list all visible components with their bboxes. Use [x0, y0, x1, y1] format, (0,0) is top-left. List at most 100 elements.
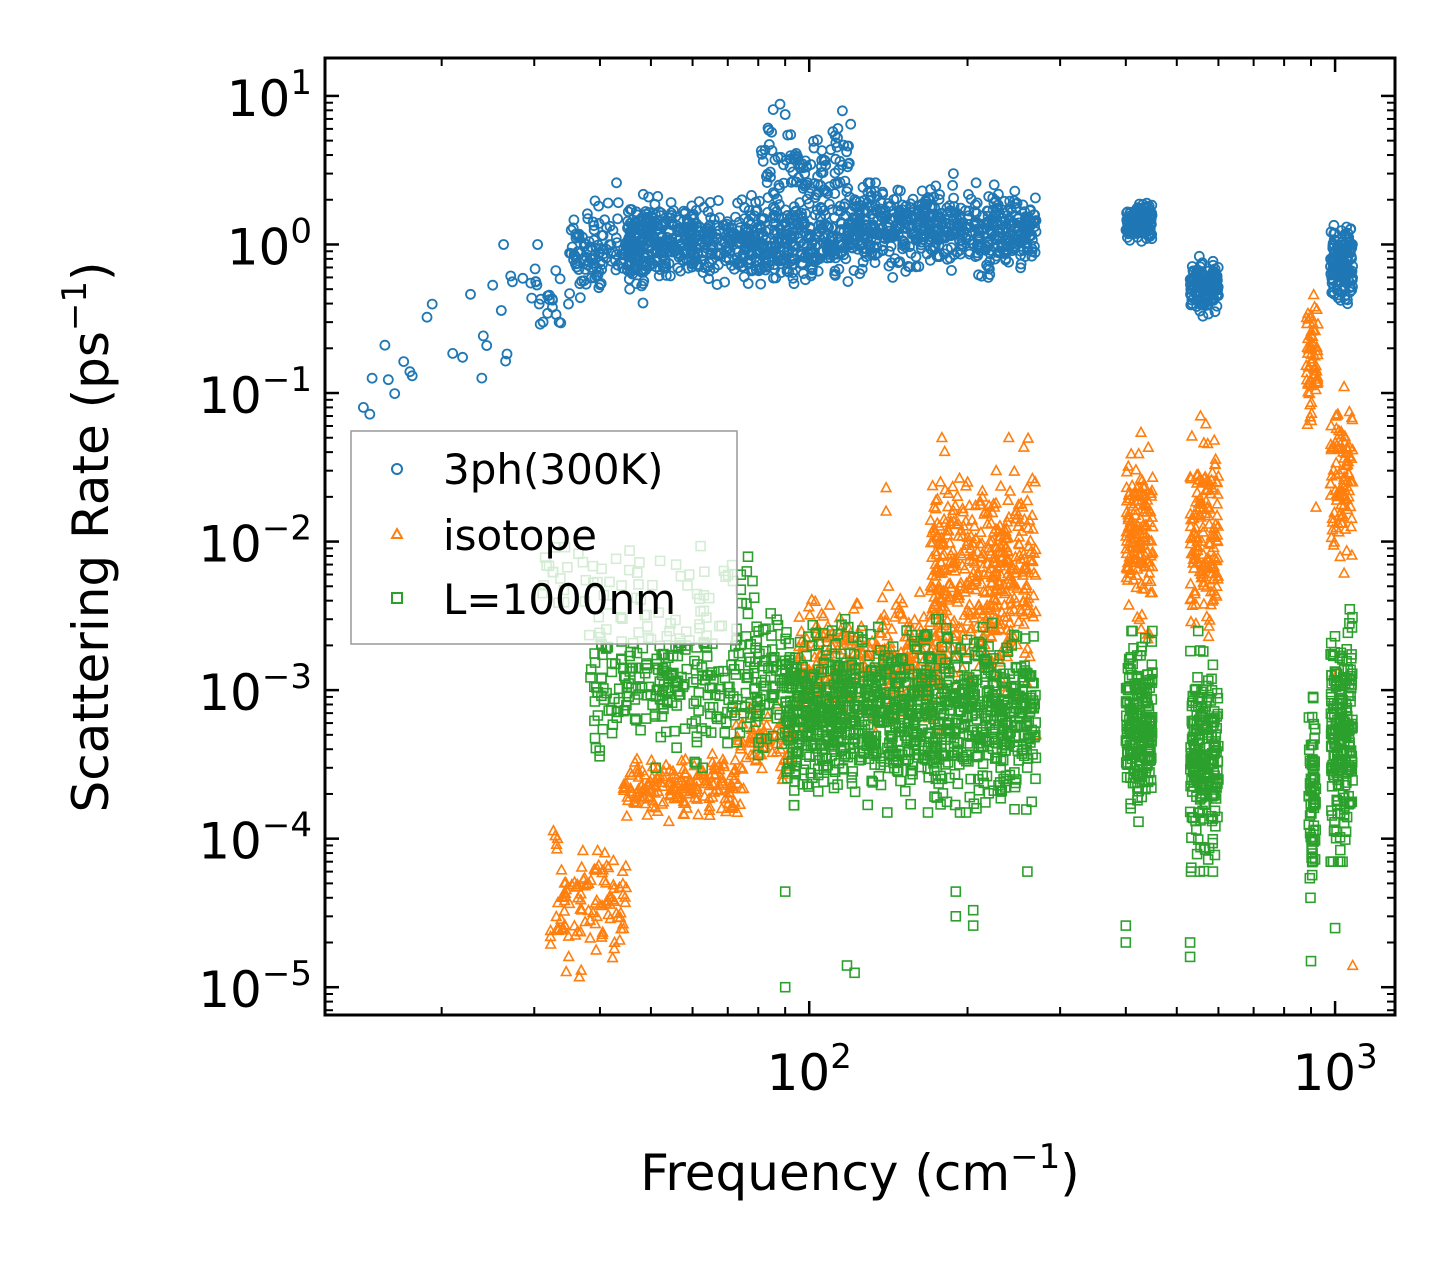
scatter-point-3ph [1338, 283, 1350, 295]
scatter-point-3ph [542, 307, 553, 319]
scatter-point-3ph [596, 264, 607, 275]
scatter-point-isotope [1135, 493, 1149, 505]
scatter-point-isotope [1311, 347, 1324, 360]
scatter-point-3ph [743, 204, 755, 216]
scatter-point-isotope [574, 887, 588, 899]
scatter-point-3ph [686, 219, 698, 231]
scatter-point-3ph [1339, 263, 1351, 275]
scatter-point-isotope [576, 843, 590, 856]
scatter-point-3ph [969, 220, 980, 232]
scatter-point-3ph [1144, 223, 1156, 235]
scatter-point-3ph [707, 242, 719, 254]
scatter-point-isotope [953, 471, 966, 483]
scatter-point-3ph [915, 231, 927, 243]
scatter-point-3ph [939, 232, 951, 244]
scatter-point-3ph [765, 171, 776, 183]
scatter-point-isotope [703, 791, 716, 804]
scatter-point-isotope [1192, 496, 1206, 509]
scatter-point-isotope [983, 603, 996, 615]
scatter-point-isotope [1132, 447, 1145, 459]
scatter-point-isotope [1002, 545, 1015, 557]
scatter-point-3ph [404, 366, 416, 378]
scatter-point-3ph [810, 251, 822, 263]
scatter-point-isotope [560, 965, 573, 977]
scatter-point-3ph [1030, 192, 1041, 204]
scatter-point-isotope [893, 601, 906, 614]
scatter-point-isotope [1301, 340, 1314, 353]
scatter-point-3ph [941, 253, 953, 265]
scatter-point-isotope [873, 626, 886, 638]
scatter-point-isotope [1305, 355, 1318, 367]
scatter-point-isotope [562, 929, 575, 941]
scatter-point-3ph [809, 209, 821, 221]
scatter-point-isotope [1210, 589, 1223, 601]
scatter-point-isotope [1027, 610, 1040, 622]
scatter-point-isotope [987, 497, 1000, 509]
scatter-point-isotope [941, 500, 955, 512]
scatter-point-isotope [930, 548, 943, 560]
scatter-point-isotope [1196, 520, 1210, 532]
scatter-point-3ph [588, 257, 600, 269]
scatter-point-isotope [575, 860, 588, 872]
scatter-point-isotope [1189, 530, 1203, 542]
scatter-point-3ph [688, 213, 700, 225]
scatter-point-3ph [842, 276, 854, 287]
scatter-point-3ph [784, 161, 796, 173]
scatter-point-isotope [1184, 592, 1197, 604]
scatter-point-3ph [1004, 220, 1016, 232]
scatter-point-isotope [985, 630, 998, 642]
scatter-point-isotope [1012, 615, 1025, 627]
scatter-point-isotope [1142, 440, 1155, 453]
scatter-point-3ph [722, 216, 733, 228]
scatter-point-3ph [1145, 213, 1157, 225]
scatter-point-isotope [1021, 595, 1034, 607]
scatter-point-3ph [1019, 238, 1031, 250]
scatter-point-3ph [1004, 195, 1016, 207]
scatter-point-3ph [1186, 290, 1197, 302]
scatter-point-3ph [593, 200, 604, 212]
scatter-point-isotope [648, 786, 662, 798]
scatter-point-isotope [1199, 417, 1212, 429]
scatter-point-3ph [1136, 235, 1147, 247]
scatter-point-3ph [565, 224, 577, 236]
scatter-point-isotope [1132, 487, 1145, 499]
scatter-point-isotope [1191, 485, 1204, 498]
scatter-point-isotope [969, 607, 983, 619]
scatter-point-isotope [988, 592, 1001, 604]
scatter-point-isotope [677, 807, 690, 819]
scatter-point-isotope [659, 758, 673, 770]
scatter-point-isotope [1009, 566, 1023, 578]
scatter-point-isotope [1120, 505, 1133, 518]
scatter-point-3ph [736, 194, 748, 206]
scatter-point-isotope [1332, 525, 1346, 537]
scatter-point-3ph [786, 259, 798, 271]
scatter-point-3ph [563, 298, 574, 310]
scatter-point-isotope [715, 776, 729, 789]
scatter-point-3ph [788, 278, 800, 290]
scatter-point-3ph [870, 234, 882, 246]
scatter-point-3ph [724, 237, 735, 249]
scatter-point-3ph [985, 224, 997, 236]
scatter-point-3ph [988, 179, 1000, 191]
scatter-point-3ph [755, 278, 767, 290]
scatter-point-isotope [590, 861, 604, 874]
scatter-point-3ph [931, 231, 943, 243]
scatter-point-3ph [986, 213, 998, 225]
scatter-point-isotope [994, 479, 1007, 491]
scatter-point-isotope [611, 910, 624, 922]
scatter-point-3ph [893, 223, 905, 235]
scatter-point-3ph [990, 195, 1002, 207]
scatter-point-isotope [1205, 473, 1218, 485]
scatter-point-3ph [774, 199, 785, 210]
scatter-point-isotope [650, 771, 664, 783]
scatter-point-isotope [1021, 642, 1034, 654]
scatter-point-isotope [1146, 520, 1159, 532]
scatter-point-3ph [774, 182, 785, 194]
scatter-point-isotope [1144, 586, 1157, 598]
scatter-point-3ph [1211, 290, 1223, 302]
scatter-point-3ph [809, 177, 820, 189]
scatter-point-isotope [1126, 478, 1139, 491]
scatter-point-isotope [897, 612, 910, 624]
scatter-point-3ph [487, 279, 499, 291]
scatter-point-isotope [619, 859, 632, 871]
